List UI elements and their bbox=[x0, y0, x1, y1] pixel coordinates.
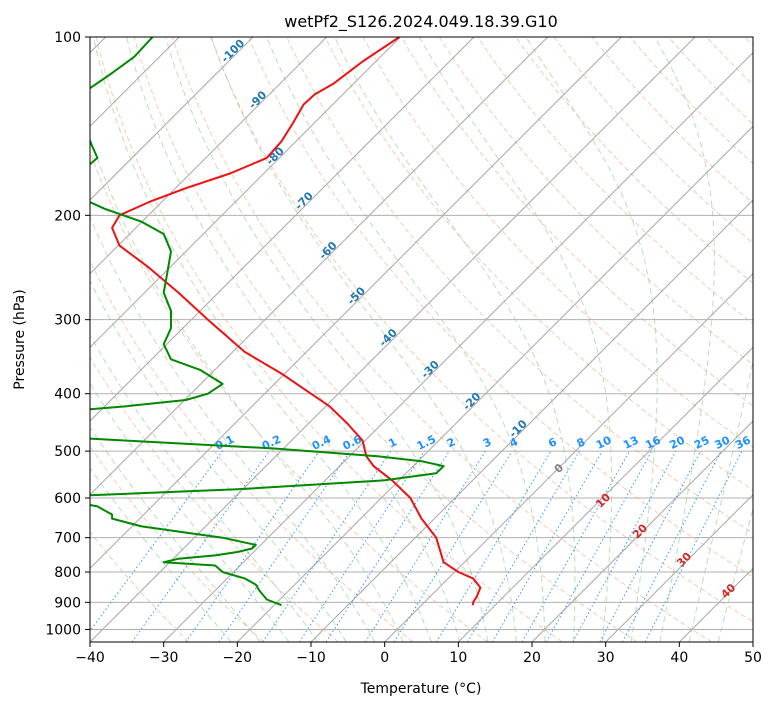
moist-adiabat bbox=[689, 37, 775, 642]
isotherm-label: -40 bbox=[377, 326, 400, 349]
y-tick-label: 800 bbox=[54, 565, 81, 581]
x-tick-label: 30 bbox=[597, 650, 615, 666]
mixing-ratio-label: 8 bbox=[575, 435, 588, 450]
isotherm bbox=[16, 37, 621, 642]
moist-adiabat bbox=[0, 37, 318, 642]
mixing-ratio-label: 16 bbox=[643, 433, 663, 452]
y-axis-label: Pressure (hPa) bbox=[12, 289, 28, 389]
mixing-ratio-label: 1 bbox=[386, 435, 399, 450]
outer-curve bbox=[0, 37, 90, 480]
isotherm bbox=[0, 37, 327, 642]
dry-adiabat bbox=[707, 37, 775, 642]
dry-adiabat bbox=[0, 37, 189, 642]
mixing-ratio-label: 6 bbox=[546, 435, 559, 450]
dry-adiabat bbox=[478, 37, 775, 642]
x-tick-label: 20 bbox=[523, 650, 541, 666]
mixing-ratio-line bbox=[645, 451, 742, 642]
moist-adiabat bbox=[0, 37, 231, 642]
mixing-ratio-line bbox=[219, 451, 350, 642]
moist-adiabat-label: 10 bbox=[593, 490, 613, 510]
isotherm-label: -30 bbox=[419, 358, 442, 381]
y-tick-label: 900 bbox=[54, 595, 81, 611]
x-tick-label: −20 bbox=[223, 650, 253, 666]
mixing-ratio-label: 30 bbox=[713, 433, 733, 452]
isotherm-label: -100 bbox=[219, 36, 248, 65]
moist-adiabat-label: 20 bbox=[630, 521, 650, 541]
mixing-ratio-line bbox=[132, 451, 269, 642]
x-tick-label: −10 bbox=[296, 650, 326, 666]
isotherm bbox=[753, 37, 775, 642]
moist-adiabat-label: 40 bbox=[718, 581, 738, 601]
dry-adiabat bbox=[0, 37, 338, 642]
mixing-ratio-line bbox=[573, 451, 676, 642]
mixing-ratio-label: 1.5 bbox=[415, 433, 438, 453]
isotherm-label: -50 bbox=[345, 284, 368, 307]
moist-adiabat bbox=[64, 37, 403, 642]
x-axis-label: Temperature (°C) bbox=[360, 681, 482, 697]
moist-adiabat-label: 0 bbox=[552, 461, 567, 476]
isotherm-label: -60 bbox=[316, 239, 339, 262]
mixing-ratio-label: 0.1 bbox=[213, 433, 236, 453]
y-tick-label: 600 bbox=[54, 491, 81, 507]
mixing-ratio-line bbox=[82, 451, 223, 642]
x-tick-label: 50 bbox=[744, 650, 762, 666]
dry-adiabat bbox=[211, 37, 775, 642]
y-tick-label: 700 bbox=[54, 531, 81, 547]
mixing-ratio-label: 20 bbox=[667, 433, 687, 452]
moist-adiabat bbox=[211, 37, 516, 642]
mixing-ratio-label: 13 bbox=[621, 434, 640, 452]
x-tick-label: −40 bbox=[75, 650, 105, 666]
isotherm bbox=[237, 37, 775, 642]
isotherm-label: -70 bbox=[293, 189, 316, 212]
dry-adiabat bbox=[172, 37, 711, 642]
dry-adiabat bbox=[745, 37, 775, 642]
moist-adiabat bbox=[419, 37, 612, 642]
mixing-ratio-line bbox=[263, 451, 391, 642]
dry-adiabat bbox=[58, 37, 488, 642]
dry-adiabat bbox=[20, 37, 413, 642]
isotherm bbox=[0, 37, 253, 642]
dry-adiabat bbox=[516, 37, 775, 642]
mixing-ratio-line bbox=[622, 451, 721, 642]
dry-adiabat bbox=[0, 37, 264, 642]
y-tick-label: 1000 bbox=[45, 622, 81, 638]
x-tick-label: 10 bbox=[449, 650, 467, 666]
isotherm bbox=[606, 37, 775, 642]
moist-adiabat bbox=[0, 37, 260, 642]
isotherm bbox=[0, 37, 400, 642]
y-tick-label: 400 bbox=[54, 387, 81, 403]
moist-adiabat bbox=[718, 37, 775, 642]
mixing-ratio-line bbox=[299, 451, 424, 642]
dry-adiabat bbox=[439, 37, 775, 642]
x-tick-label: 40 bbox=[670, 650, 688, 666]
moist-adiabat bbox=[39, 37, 375, 642]
mixing-ratio-line bbox=[546, 451, 651, 642]
y-tick-label: 200 bbox=[54, 208, 81, 224]
y-tick-label: 500 bbox=[54, 444, 81, 460]
y-tick-label: 300 bbox=[54, 313, 81, 329]
y-tick-label: 100 bbox=[54, 30, 81, 46]
mixing-ratio-label: 0.4 bbox=[310, 433, 334, 453]
dry-adiabat bbox=[363, 37, 775, 642]
x-tick-label: −30 bbox=[149, 650, 179, 666]
isotherm-label: -90 bbox=[246, 88, 269, 111]
isotherm bbox=[532, 37, 775, 642]
isotherm bbox=[458, 37, 775, 642]
x-tick-label: 0 bbox=[380, 650, 389, 666]
mixing-ratio-line bbox=[600, 451, 701, 642]
isotherm bbox=[164, 37, 769, 642]
isotherm bbox=[385, 37, 775, 642]
isotherm bbox=[679, 37, 775, 642]
chart-title: wetPf2_S126.2024.049.18.39.G10 bbox=[284, 12, 558, 32]
mixing-ratio-label: 0.6 bbox=[341, 432, 365, 452]
mixing-ratio-label: 3 bbox=[481, 435, 494, 450]
